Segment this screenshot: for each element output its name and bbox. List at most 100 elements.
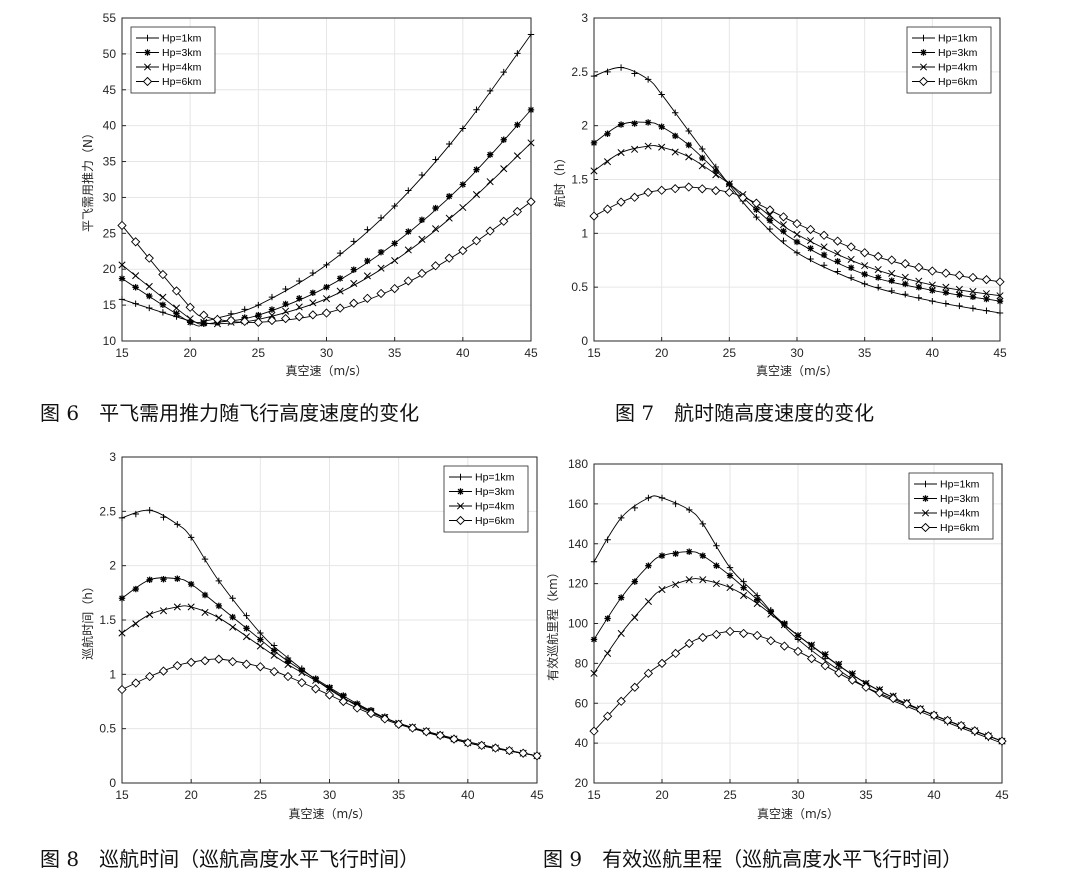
data-point-plus bbox=[391, 202, 398, 210]
x-tick-label: 15 bbox=[587, 346, 601, 360]
data-point-star bbox=[160, 576, 167, 583]
data-point-star bbox=[270, 647, 278, 654]
data-point-diamond bbox=[444, 253, 454, 263]
x-tick-label: 20 bbox=[655, 346, 669, 360]
data-point-cross bbox=[118, 629, 126, 637]
data-point-plus bbox=[146, 507, 153, 514]
data-point-diamond bbox=[532, 751, 542, 761]
data-point-star bbox=[969, 293, 977, 301]
data-point-diamond bbox=[255, 662, 265, 672]
data-point-diamond bbox=[267, 315, 277, 326]
data-point-cross bbox=[132, 272, 140, 280]
data-point-star bbox=[186, 319, 194, 326]
data-point-star bbox=[672, 132, 679, 140]
y-tick-label: 45 bbox=[103, 83, 117, 97]
data-point-diamond bbox=[968, 272, 978, 283]
data-point-diamond bbox=[417, 268, 427, 279]
data-point-plus bbox=[336, 249, 344, 257]
data-point-plus bbox=[672, 109, 679, 116]
data-point-cross bbox=[325, 684, 334, 693]
data-point-star bbox=[340, 692, 347, 699]
data-point-diamond bbox=[471, 236, 482, 246]
data-point-plus bbox=[847, 274, 855, 281]
x-tick-label: 20 bbox=[183, 346, 197, 360]
legend-label: Hp=3km bbox=[162, 47, 202, 59]
data-point-plus bbox=[282, 285, 289, 293]
data-point-star bbox=[929, 287, 936, 294]
data-point-diamond bbox=[449, 734, 459, 744]
data-point-cross bbox=[312, 676, 320, 685]
y-tick-label: 2.5 bbox=[571, 65, 588, 79]
data-point-star bbox=[658, 123, 665, 130]
data-point-diamond bbox=[280, 313, 291, 324]
cruise-range-chart: 15 20 25 30 35 40 4520406080100120140160180真空速… bbox=[545, 457, 1009, 821]
data-point-plus bbox=[699, 145, 706, 153]
data-point-diamond bbox=[765, 205, 775, 215]
data-point-plus bbox=[726, 564, 734, 571]
data-point-plus bbox=[658, 91, 665, 98]
data-point-diamond bbox=[130, 237, 141, 247]
data-point-star bbox=[631, 120, 638, 127]
data-point-diamond bbox=[430, 261, 441, 271]
legend-marker-diamond bbox=[918, 76, 929, 87]
data-point-plus bbox=[753, 213, 760, 221]
data-point-diamond bbox=[403, 276, 413, 286]
legend-marker-star bbox=[920, 49, 927, 56]
data-point-cross bbox=[187, 603, 195, 611]
data-point-cross bbox=[418, 235, 426, 243]
data-point-star bbox=[418, 216, 426, 224]
data-point-cross bbox=[901, 273, 909, 281]
legend-label: Hp=6km bbox=[938, 76, 978, 88]
data-point-diamond bbox=[186, 657, 196, 668]
data-point-diamond bbox=[887, 255, 897, 265]
data-point-star bbox=[377, 248, 385, 256]
data-point-plus bbox=[807, 255, 814, 263]
data-point-plus bbox=[174, 521, 181, 528]
data-point-plus bbox=[432, 156, 439, 163]
data-point-plus bbox=[514, 50, 521, 57]
y-tick-label: 0 bbox=[109, 776, 116, 790]
legend-label: Hp=3km bbox=[940, 493, 980, 505]
data-point-cross bbox=[486, 178, 494, 186]
legend-marker-cross bbox=[456, 502, 465, 510]
data-point-plus bbox=[159, 309, 167, 316]
x-tick-label: 45 bbox=[530, 788, 544, 802]
legend-label: Hp=4km bbox=[162, 62, 202, 74]
data-point-cross bbox=[350, 279, 358, 287]
x-tick-label: 30 bbox=[791, 788, 805, 802]
y-tick-label: 2 bbox=[581, 119, 588, 133]
data-point-cross bbox=[295, 303, 303, 311]
caption-fig6: 图 6 平飞需用推力随飞行高度速度的变化 bbox=[40, 401, 419, 425]
data-point-plus bbox=[604, 68, 611, 76]
x-tick-label: 25 bbox=[252, 346, 266, 360]
data-point-star bbox=[631, 578, 638, 585]
data-point-star bbox=[118, 595, 126, 602]
data-point-diamond bbox=[806, 653, 817, 664]
y-axis-label: 有效巡航里程（km） bbox=[545, 566, 560, 681]
data-point-plus bbox=[418, 171, 426, 179]
data-point-star bbox=[282, 300, 289, 308]
data-point-plus bbox=[780, 237, 787, 245]
data-point-plus bbox=[255, 301, 262, 309]
data-point-star bbox=[754, 596, 761, 603]
data-point-star bbox=[364, 257, 371, 265]
data-point-cross bbox=[658, 586, 666, 594]
data-point-cross bbox=[445, 214, 453, 222]
y-tick-label: 55 bbox=[103, 11, 117, 25]
y-axis-label: 航时（h） bbox=[552, 152, 567, 208]
data-point-cross bbox=[955, 285, 963, 293]
data-point-star bbox=[336, 275, 344, 282]
data-point-star bbox=[215, 602, 223, 610]
x-tick-label: 45 bbox=[995, 788, 1009, 802]
x-tick-label: 20 bbox=[655, 788, 669, 802]
data-point-diamond bbox=[366, 708, 376, 719]
data-point-cross bbox=[459, 203, 467, 212]
data-point-diamond bbox=[269, 666, 279, 677]
data-point-diamond bbox=[820, 661, 830, 671]
data-point-star bbox=[187, 580, 195, 588]
data-point-diamond bbox=[394, 719, 404, 729]
y-tick-label: 30 bbox=[103, 190, 117, 204]
data-point-diamond bbox=[997, 736, 1007, 746]
data-point-cross bbox=[712, 171, 720, 179]
data-point-diamond bbox=[199, 310, 209, 320]
